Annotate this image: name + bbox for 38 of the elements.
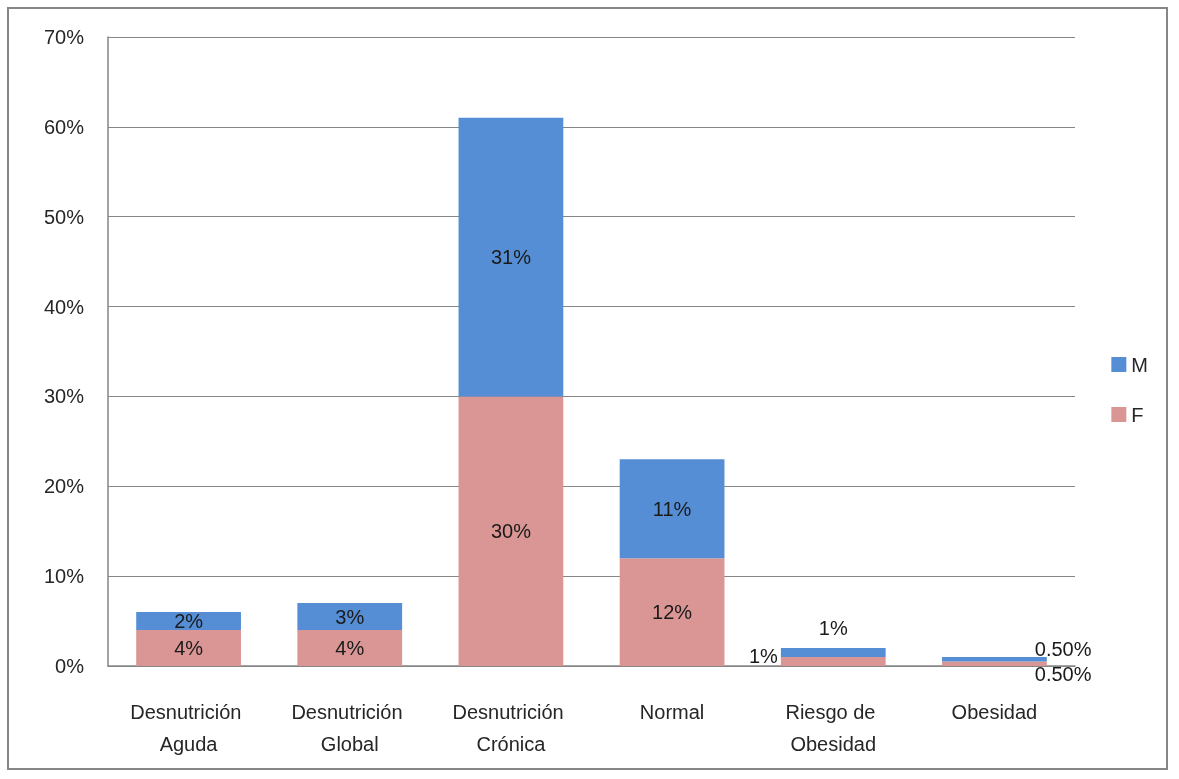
data-label: 12% <box>652 601 693 624</box>
y-tick-label: 50% <box>43 205 85 228</box>
bar <box>619 459 725 559</box>
x-tick-label: Desnutrición Aguda <box>130 701 247 755</box>
x-tick-label: Desnutrición Crónica <box>452 701 570 755</box>
data-label: 3% <box>335 605 365 628</box>
data-label: 1% <box>818 617 848 640</box>
data-label: 0.50% <box>1034 662 1092 685</box>
bar <box>619 558 725 666</box>
data-label: 4% <box>174 637 204 660</box>
y-tick-label: 60% <box>43 115 85 138</box>
x-tick-label: Desnutrición Global <box>291 701 409 755</box>
data-label: 31% <box>490 246 532 269</box>
bar <box>458 396 564 666</box>
legend-label: M <box>1131 353 1149 376</box>
data-label: 4% <box>335 637 365 660</box>
bar <box>780 648 886 658</box>
data-label: 30% <box>490 520 532 543</box>
data-label: 2% <box>174 610 204 633</box>
bar <box>297 603 403 631</box>
x-tick-label: Obesidad <box>951 701 1038 723</box>
x-tick-label: Normal <box>639 701 705 723</box>
data-label: 0.50% <box>1034 638 1092 661</box>
x-tick-label: Riesgo de Obesidad <box>785 701 882 755</box>
y-tick-label: 30% <box>43 385 85 408</box>
y-tick-label: 10% <box>43 565 85 588</box>
y-tick-label: 70% <box>43 26 85 48</box>
bar <box>297 630 403 666</box>
legend-label: F <box>1131 403 1144 426</box>
data-label: 1% <box>748 644 779 667</box>
bar <box>780 657 886 666</box>
bar <box>458 117 564 397</box>
y-tick-label: 40% <box>43 295 85 318</box>
data-label: 11% <box>652 497 692 520</box>
y-tick-label: 0% <box>55 655 85 677</box>
bar <box>942 657 1047 662</box>
bar <box>136 630 241 666</box>
y-tick-label: 20% <box>43 475 85 498</box>
